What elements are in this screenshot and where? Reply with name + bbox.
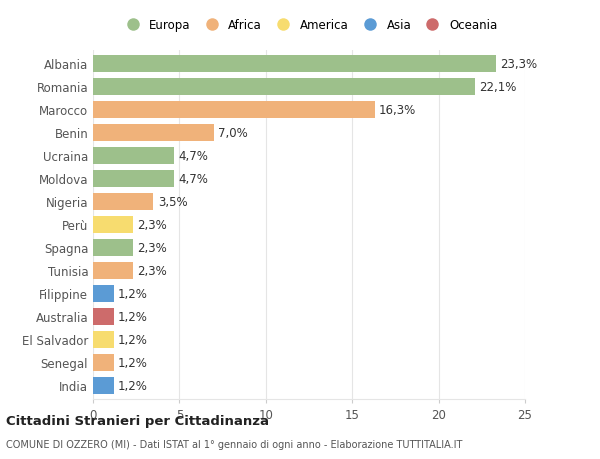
Bar [93,125,214,141]
Text: COMUNE DI OZZERO (MI) - Dati ISTAT al 1° gennaio di ogni anno - Elaborazione TUT: COMUNE DI OZZERO (MI) - Dati ISTAT al 1°… [6,440,463,449]
Text: 7,0%: 7,0% [218,127,248,140]
Text: Cittadini Stranieri per Cittadinanza: Cittadini Stranieri per Cittadinanza [6,414,269,428]
Text: 16,3%: 16,3% [379,104,416,117]
Bar [93,308,114,325]
Bar [93,240,133,256]
Text: 2,3%: 2,3% [137,241,167,254]
Text: 1,2%: 1,2% [118,379,148,392]
Text: 1,2%: 1,2% [118,356,148,369]
Text: 2,3%: 2,3% [137,218,167,231]
Text: 3,5%: 3,5% [158,196,187,208]
Bar [93,102,374,118]
Bar [93,171,174,187]
Text: 4,7%: 4,7% [179,173,208,185]
Bar [93,263,133,279]
Bar [93,79,475,95]
Legend: Europa, Africa, America, Asia, Oceania: Europa, Africa, America, Asia, Oceania [118,16,500,34]
Bar [93,217,133,233]
Bar [93,377,114,394]
Bar [93,148,174,164]
Bar [93,56,496,73]
Text: 1,2%: 1,2% [118,333,148,346]
Text: 1,2%: 1,2% [118,310,148,323]
Bar [93,354,114,371]
Bar [93,331,114,348]
Text: 1,2%: 1,2% [118,287,148,300]
Text: 2,3%: 2,3% [137,264,167,277]
Bar [93,285,114,302]
Text: 4,7%: 4,7% [179,150,208,162]
Text: 22,1%: 22,1% [479,81,517,94]
Bar [93,194,154,210]
Text: 23,3%: 23,3% [500,58,537,71]
